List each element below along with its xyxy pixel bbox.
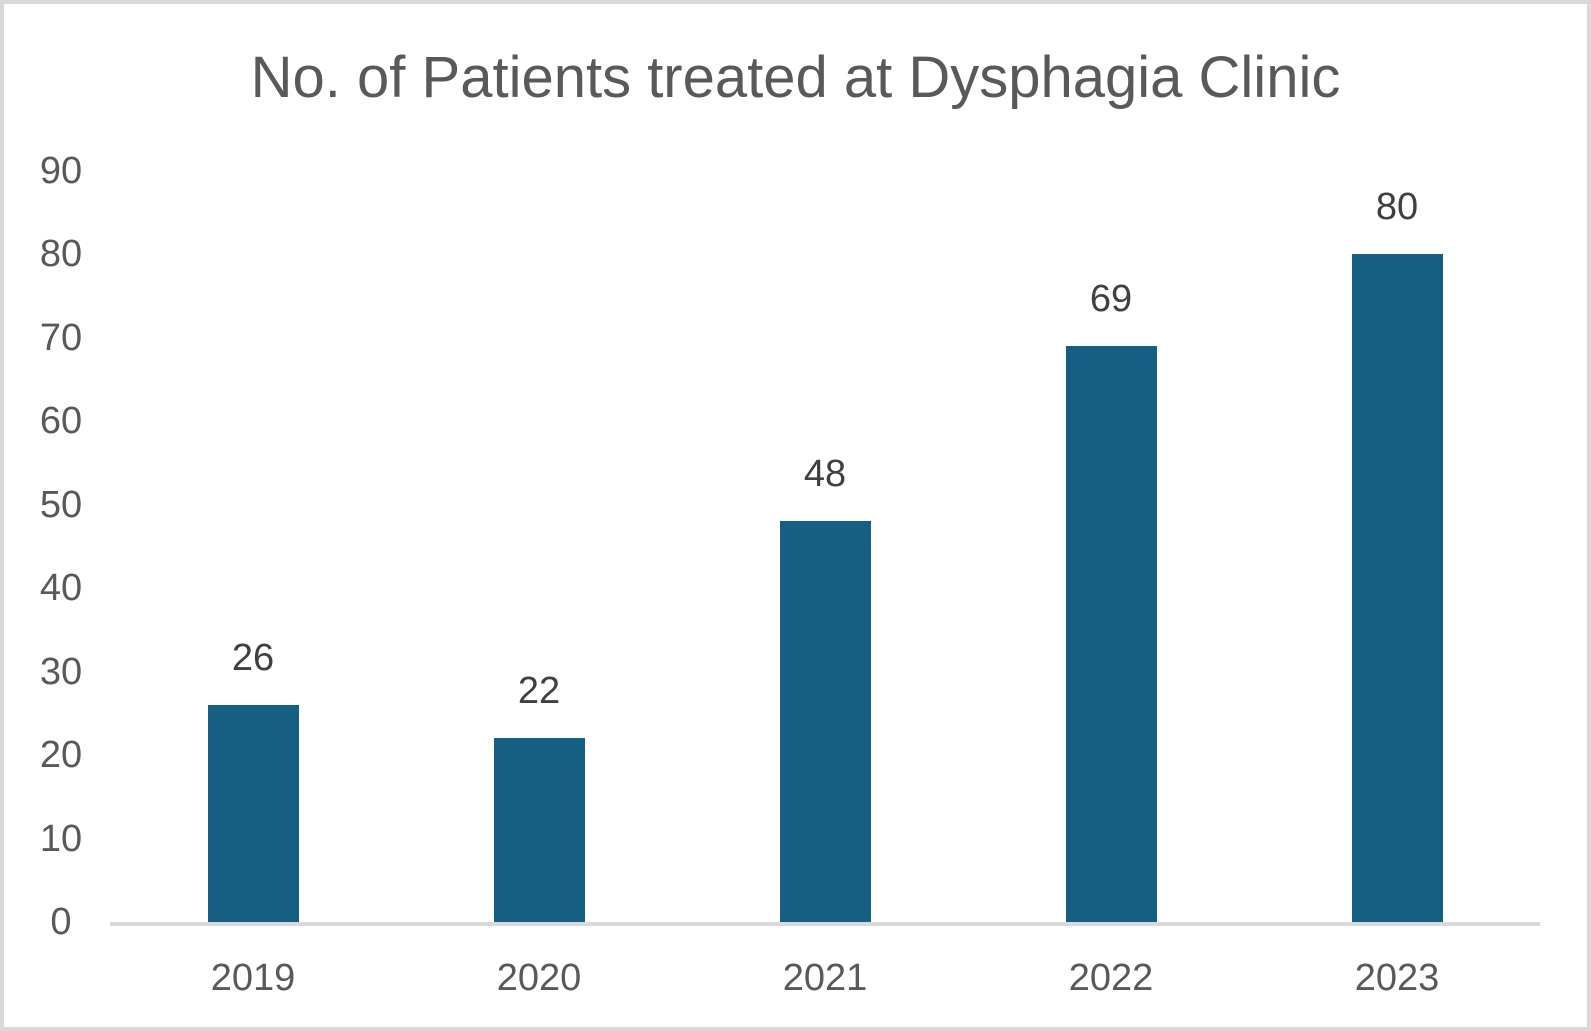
bar-2022 [1065,346,1157,922]
x-tick-label-2022: 2022 [1068,957,1154,999]
chart-title: No. of Patients treated at Dysphagia Cli… [250,45,1341,110]
x-tick-label-2021: 2021 [782,957,868,999]
y-tick-label-20: 20 [39,734,83,777]
x-tick-label-2023: 2023 [1354,957,1440,999]
x-tick-label-2019: 2019 [210,957,296,999]
bar-2021 [779,521,871,922]
data-label-2023: 80 [1375,186,1419,229]
x-axis-line [110,922,1540,926]
bar-2019 [207,705,299,922]
y-tick-label-50: 50 [39,483,83,526]
y-tick-label-30: 30 [39,650,83,693]
data-label-2022: 69 [1089,278,1133,321]
y-tick-label-90: 90 [39,150,83,192]
data-label-2019: 26 [231,637,275,680]
x-tick-label-2020: 2020 [496,957,582,999]
y-tick-label-10: 10 [39,817,83,860]
data-label-2021: 48 [803,453,847,496]
y-tick-label-0: 0 [50,901,72,943]
data-label-2020: 22 [517,670,561,713]
y-tick-label-80: 80 [39,233,83,276]
y-tick-label-40: 40 [39,567,83,610]
bar-2023 [1351,254,1443,922]
plot-area [110,171,1540,926]
y-tick-label-60: 60 [39,400,83,443]
y-tick-label-70: 70 [39,316,83,359]
bar-2020 [493,738,585,922]
